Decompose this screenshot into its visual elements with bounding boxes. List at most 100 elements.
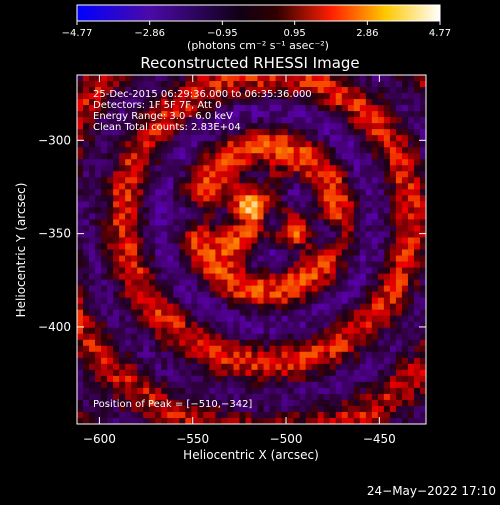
heatmap-pixel [191, 159, 198, 166]
heatmap-pixel [89, 285, 96, 293]
heatmap-pixel [125, 201, 132, 208]
heatmap-pixel [407, 219, 415, 226]
heatmap-pixel [77, 135, 84, 142]
heatmap-pixel [137, 405, 144, 413]
heatmap-pixel [119, 93, 126, 100]
heatmap-pixel [239, 297, 246, 305]
heatmap-pixel [299, 297, 307, 305]
heatmap-pixel [191, 195, 198, 202]
heatmap-pixel [305, 309, 313, 317]
heatmap-pixel [335, 147, 343, 154]
heatmap-pixel [113, 369, 120, 377]
heatmap-pixel [419, 195, 427, 202]
heatmap-pixel [281, 321, 289, 329]
heatmap-pixel [125, 213, 132, 220]
heatmap-pixel [323, 267, 331, 274]
heatmap-pixel [311, 255, 319, 262]
heatmap-pixel [299, 309, 307, 317]
heatmap-pixel [221, 207, 228, 214]
heatmap-pixel [185, 207, 192, 214]
heatmap-pixel [149, 393, 156, 401]
heatmap-pixel [239, 381, 246, 389]
heatmap-pixel [233, 417, 240, 425]
heatmap-pixel [83, 273, 90, 280]
heatmap-pixel [395, 261, 403, 268]
heatmap-pixel [395, 141, 403, 148]
heatmap-pixel [77, 111, 84, 118]
heatmap-pixel [239, 255, 246, 262]
heatmap-pixel [227, 177, 234, 184]
heatmap-pixel [263, 147, 270, 154]
heatmap-pixel [167, 327, 174, 335]
heatmap-pixel [227, 87, 234, 94]
heatmap-pixel [191, 345, 198, 353]
heatmap-pixel [101, 135, 108, 142]
heatmap-pixel [173, 105, 180, 112]
heatmap-pixel [359, 339, 367, 347]
heatmap-pixel [275, 117, 282, 124]
heatmap-pixel [191, 183, 198, 190]
heatmap-pixel [299, 363, 307, 371]
heatmap-pixel [131, 219, 138, 226]
colorbar [77, 5, 440, 21]
heatmap-pixel [149, 249, 156, 256]
heatmap-pixel [377, 411, 385, 419]
heatmap-pixel [119, 183, 126, 190]
heatmap-pixel [407, 147, 415, 154]
heatmap-pixel [401, 123, 409, 130]
heatmap-pixel [257, 243, 264, 250]
heatmap-pixel [149, 297, 156, 305]
heatmap-pixel [257, 141, 264, 148]
heatmap-pixel [311, 405, 319, 413]
heatmap-pixel [383, 255, 391, 262]
heatmap-pixel [107, 321, 114, 329]
heatmap-pixel [227, 405, 234, 413]
heatmap-pixel [215, 363, 222, 371]
heatmap-pixel [167, 111, 174, 118]
heatmap-pixel [419, 333, 427, 341]
heatmap-pixel [239, 177, 246, 184]
heatmap-pixel [275, 345, 282, 353]
heatmap-pixel [221, 333, 228, 341]
heatmap-pixel [413, 123, 421, 130]
heatmap-pixel [185, 363, 192, 371]
heatmap-pixel [287, 285, 295, 293]
heatmap-pixel [173, 411, 180, 419]
heatmap-pixel [167, 231, 174, 238]
heatmap-pixel [269, 291, 276, 299]
heatmap-pixel [233, 189, 240, 196]
heatmap-pixel [407, 387, 415, 395]
heatmap-pixel [113, 339, 120, 347]
heatmap-pixel [161, 177, 168, 184]
heatmap-pixel [233, 279, 240, 287]
heatmap-pixel [287, 399, 295, 407]
heatmap-pixel [299, 183, 307, 190]
heatmap-pixel [347, 231, 355, 238]
heatmap-pixel [275, 123, 282, 130]
heatmap-pixel [305, 315, 313, 323]
heatmap-pixel [335, 267, 343, 274]
heatmap-pixel [113, 321, 120, 329]
heatmap-pixel [197, 117, 204, 124]
heatmap-pixel [155, 339, 162, 347]
heatmap-pixel [173, 285, 180, 293]
heatmap-pixel [131, 279, 138, 287]
heatmap-pixel [329, 267, 337, 274]
heatmap-pixel [323, 105, 331, 112]
heatmap-pixel [95, 333, 102, 341]
heatmap-pixel [197, 123, 204, 130]
heatmap-pixel [299, 213, 307, 220]
heatmap-pixel [119, 129, 126, 136]
chart-title: Reconstructed RHESSI Image [140, 54, 359, 72]
heatmap-pixel [185, 141, 192, 148]
heatmap-pixel [233, 225, 240, 232]
heatmap-pixel [407, 303, 415, 311]
heatmap-pixel [89, 327, 96, 335]
heatmap-pixel [263, 219, 270, 226]
heatmap-pixel [281, 357, 289, 365]
heatmap-pixel [77, 357, 84, 365]
heatmap-pixel [119, 243, 126, 250]
heatmap-pixel [371, 147, 379, 154]
heatmap-pixel [353, 303, 361, 311]
heatmap-pixel [209, 165, 216, 172]
